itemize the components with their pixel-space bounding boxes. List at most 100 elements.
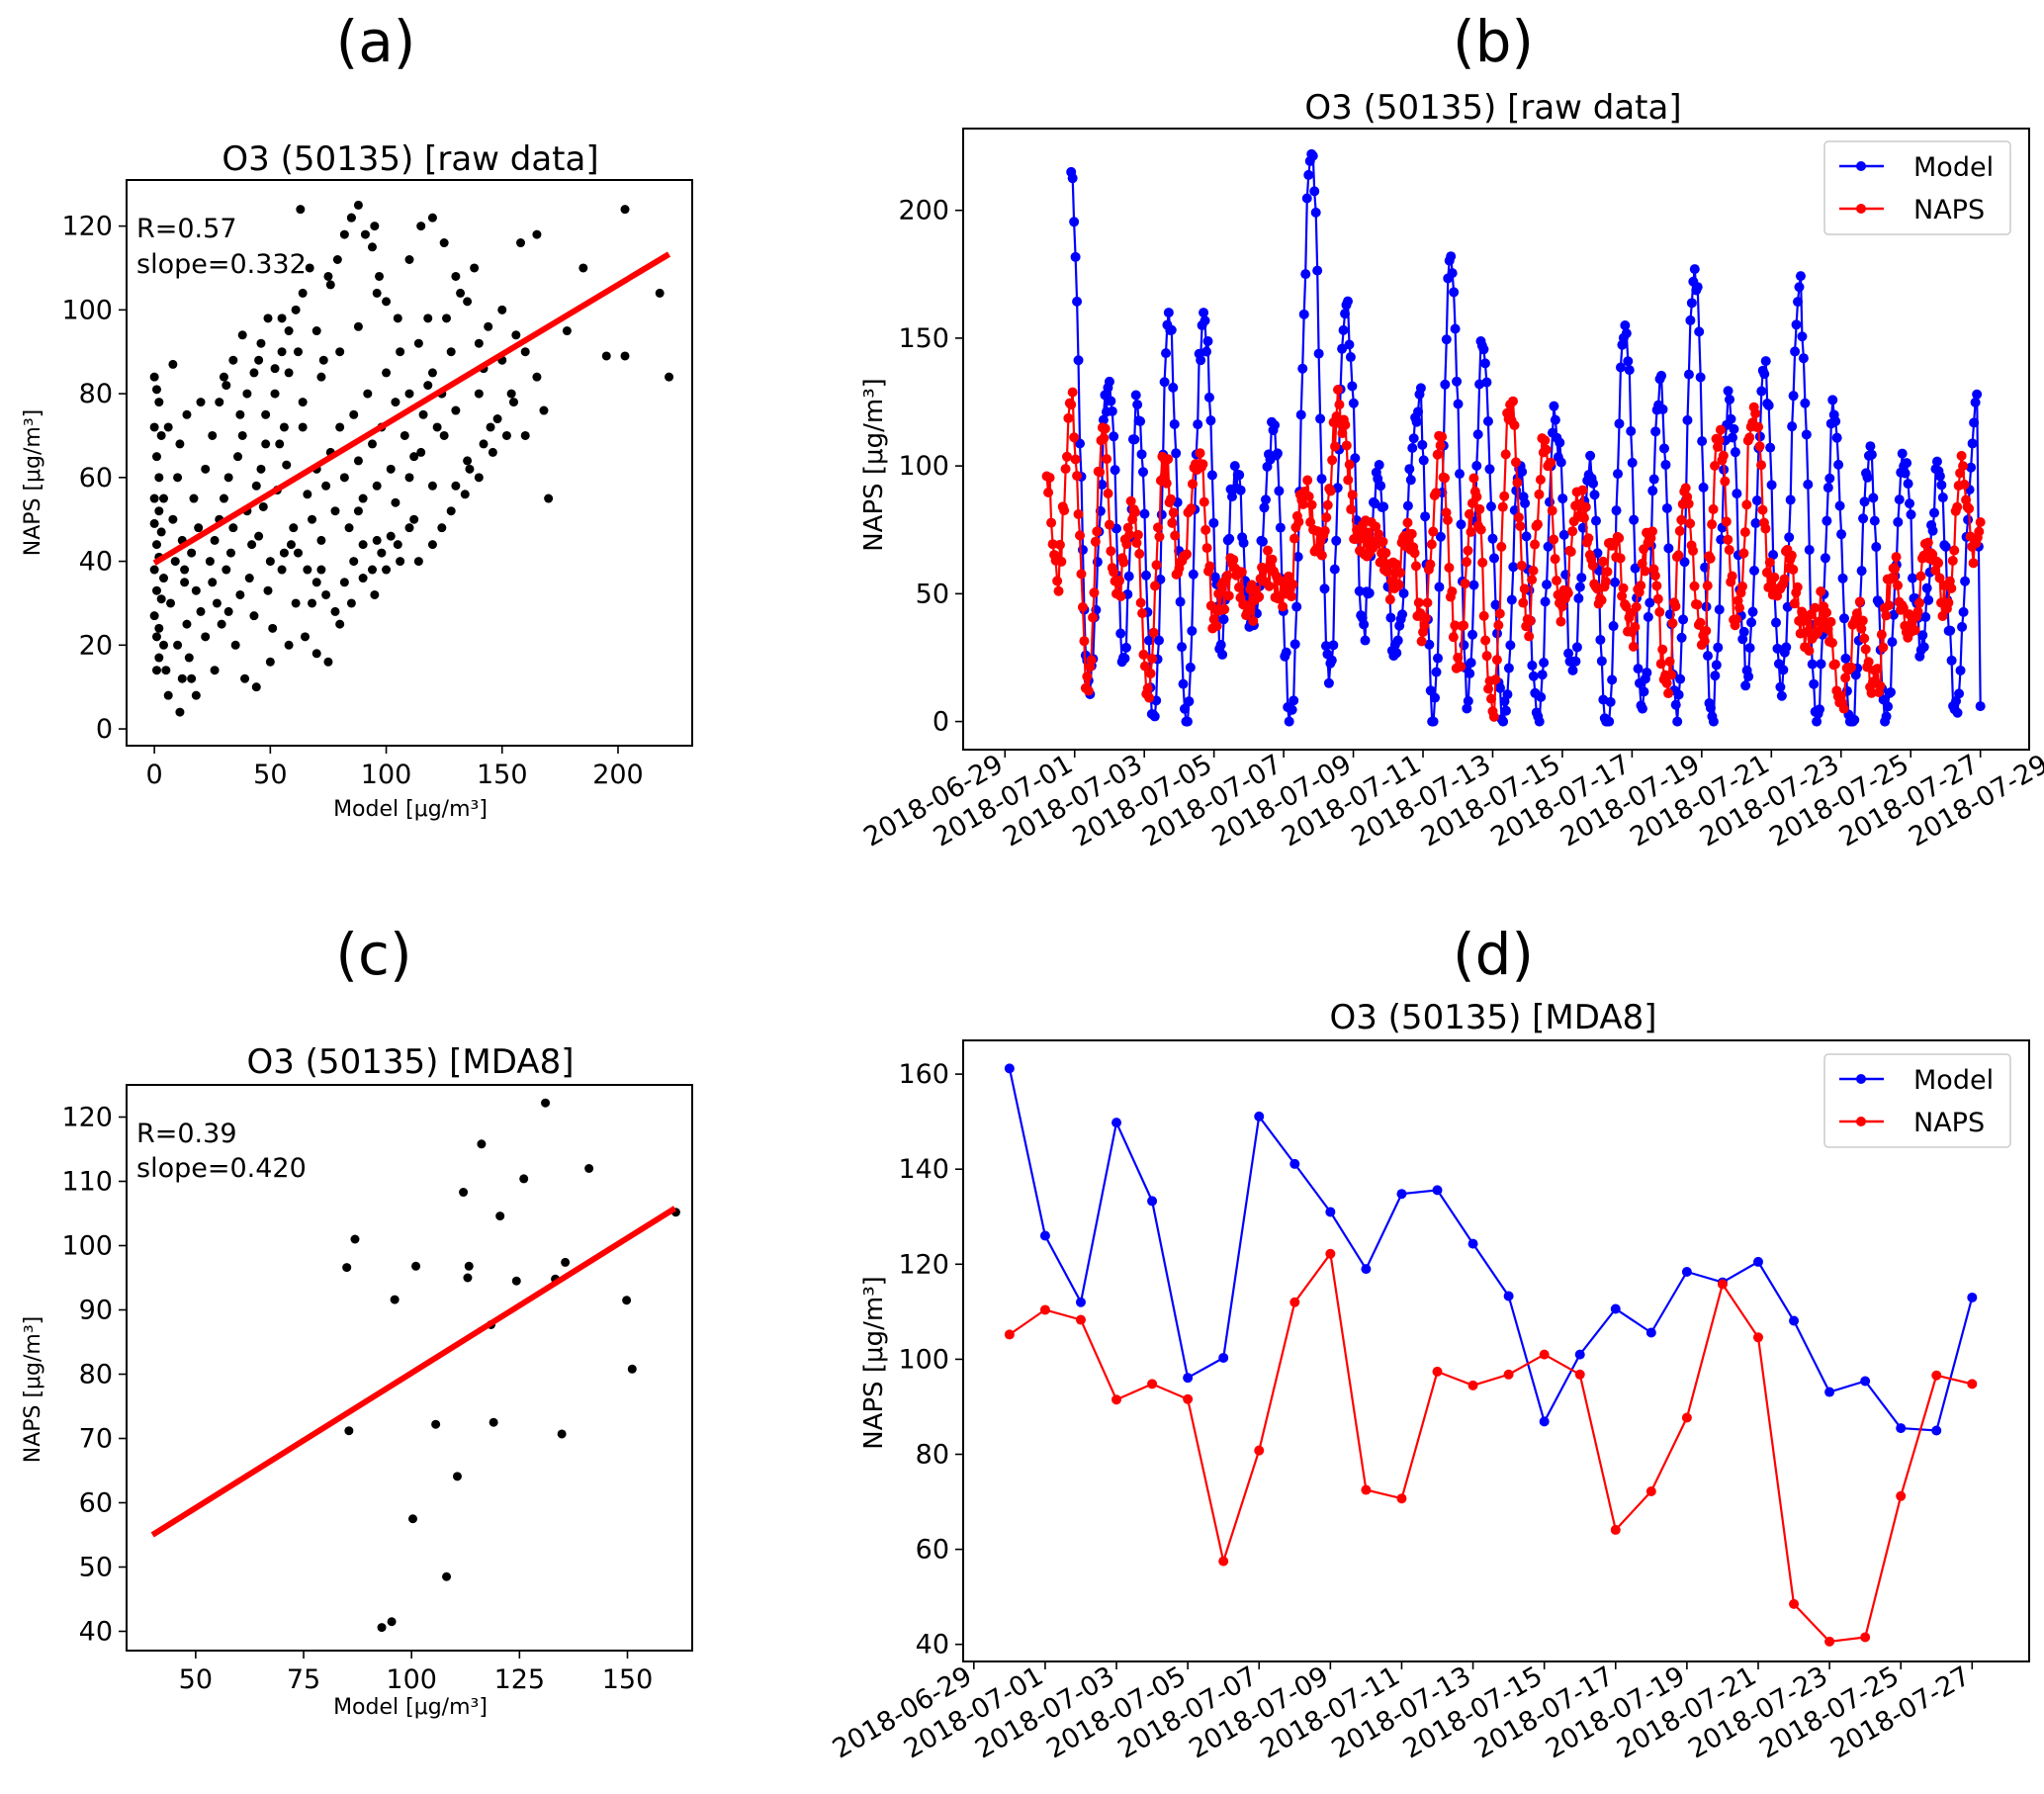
panel-b-series-naps-marker	[1419, 620, 1430, 631]
panel-b-series-model-marker	[1456, 519, 1466, 530]
panel-b-series-model-marker	[1775, 681, 1786, 692]
panel-b-series-model-marker	[1812, 716, 1822, 727]
panel-b-series-naps-marker	[1130, 507, 1141, 518]
panel-b-series-model-marker	[1467, 629, 1478, 640]
panel-b-series-naps-marker	[1937, 610, 1948, 621]
panel-a-scatter-point	[367, 439, 377, 449]
panel-a-scatter-point	[222, 381, 231, 391]
panel-b-series-model-marker	[1692, 282, 1703, 293]
panel-b-legend-naps-marker	[1856, 204, 1866, 214]
panel-b-series-model-marker	[1434, 582, 1445, 592]
panel-b-series-naps-marker	[1264, 581, 1275, 591]
panel-a-scatter-point	[223, 606, 233, 616]
panel-a-scatter-point	[156, 594, 166, 604]
panel-a-scatter-point	[194, 523, 204, 533]
panel-a-scatter-point	[308, 598, 317, 608]
panel-a-scatter-point	[511, 330, 521, 340]
panel-b-series-model-marker	[1067, 173, 1078, 184]
panel-b-series-model-marker	[1849, 714, 1860, 725]
panel-b-series-model-marker	[1169, 418, 1180, 429]
panel-b-series-naps-marker	[1409, 548, 1420, 559]
panel-a-scatter-point	[263, 585, 273, 595]
panel-b-series-model-marker	[1703, 651, 1714, 662]
panel-b-series-model-marker	[1738, 626, 1749, 637]
panel-b-series-model-marker	[1573, 593, 1584, 604]
panel-b-series-model-marker	[1658, 443, 1669, 454]
panel-b-series-naps-marker	[1708, 503, 1719, 514]
panel-b-series-model-marker	[1830, 416, 1841, 427]
panel-b-series-model-marker	[1075, 438, 1086, 449]
panel-b-series-naps-marker	[1732, 614, 1742, 625]
panel-a-scatter-point	[187, 673, 197, 683]
panel-b-series-naps-marker	[1598, 556, 1609, 567]
panel-b-series-naps-marker	[1764, 557, 1775, 568]
panel-b-series-naps-marker	[1462, 557, 1472, 568]
panel-b-series-model-marker	[1166, 324, 1177, 335]
panel-b-series-model-marker	[1921, 583, 1932, 593]
panel-b-series-model-marker	[1695, 372, 1706, 383]
panel-b-series-model-marker	[1107, 405, 1117, 416]
panel-d-series-model-line	[1008, 1068, 1974, 1432]
panel-b-series-naps-marker	[1509, 420, 1520, 431]
panel-b-series-model-marker	[1663, 543, 1674, 554]
panel-b-series-naps-marker	[1480, 635, 1491, 646]
panel-a-scatter-point	[370, 589, 380, 599]
panel-b-series-naps-marker	[1683, 498, 1694, 509]
panel-b-series-naps-marker	[1047, 539, 1058, 550]
panel-b-series-naps-marker	[1198, 459, 1208, 470]
panel-b-series-naps-marker	[1381, 567, 1392, 578]
panel-a-scatter-point	[386, 531, 396, 541]
panel-b-series-model-marker	[1682, 414, 1693, 425]
panel-a-scatter-point	[474, 473, 484, 483]
panel-a-scatter-point	[427, 481, 437, 491]
panel-b-series-naps-marker	[1213, 588, 1224, 599]
panel-d-series-model-marker	[1931, 1425, 1942, 1436]
panel-b-series-model-marker	[1536, 691, 1547, 702]
panel-b-series-model-marker	[1171, 448, 1182, 459]
panel-b-plot-frame	[962, 128, 2030, 751]
panel-a-scatter-point	[339, 578, 349, 587]
panel-b-series-model-marker	[1159, 377, 1170, 388]
panel-a-scatter-point	[497, 305, 507, 314]
panel-a-scatter-point	[353, 200, 363, 210]
panel-b-series-naps-marker	[1390, 559, 1401, 570]
panel-b-series-naps-marker	[1736, 581, 1747, 591]
panel-a-scatter-point	[151, 540, 161, 550]
panel-b-series-naps-marker	[1106, 546, 1116, 557]
panel-b-series-model-marker	[1778, 665, 1789, 675]
panel-b-series-model-marker	[1966, 462, 1977, 473]
panel-a-scatter-point	[318, 355, 328, 365]
panel-b-legend-model: Model	[1913, 152, 1994, 183]
panel-b-series-model-marker	[1689, 264, 1700, 275]
panel-b-series-naps-marker	[1614, 533, 1625, 544]
panel-b-series-model-marker	[1468, 580, 1479, 590]
panel-b-series-naps-marker	[1856, 623, 1867, 634]
panel-b-ylabel: NAPS [μg/m³]	[859, 378, 889, 552]
panel-a-scatter-point	[409, 452, 419, 462]
panel-d-series-naps-marker	[1896, 1490, 1907, 1501]
panel-a-scatter-point	[196, 606, 206, 616]
panel-b-series-naps-marker	[1528, 566, 1539, 577]
panel-a-scatter-point	[339, 473, 349, 483]
panel-b-series-naps-marker	[1204, 561, 1215, 572]
panel-b-series-naps-marker	[1346, 504, 1357, 515]
panel-b-series-model-marker	[1794, 282, 1805, 293]
panel-b-series-model-marker	[1376, 481, 1386, 492]
panel-b-series-naps-marker	[1822, 607, 1832, 618]
panel-b-series-model-marker	[1746, 617, 1757, 628]
panel-b-series-model-marker	[1260, 494, 1271, 505]
panel-b-series-model-marker	[1540, 596, 1551, 607]
panel-b-series-naps-marker	[1952, 501, 1963, 512]
panel-b-series-model-marker	[1385, 612, 1396, 623]
panel-b-series-naps-marker	[1195, 448, 1205, 459]
panel-b-series-model-marker	[1596, 656, 1607, 667]
panel-b-series-model-marker	[1449, 287, 1460, 298]
panel-b-series-model-marker	[1804, 544, 1815, 555]
panel-a-scatter-point	[219, 493, 228, 503]
panel-b-series-naps-marker	[1325, 486, 1336, 496]
panel-b-series-model-marker	[1672, 716, 1683, 727]
panel-b-series-naps-marker	[1402, 517, 1413, 528]
panel-a-scatter-point	[222, 565, 231, 575]
panel-a-scatter-point	[353, 456, 363, 466]
panel-a-annotation-r: R=0.57	[136, 214, 237, 244]
